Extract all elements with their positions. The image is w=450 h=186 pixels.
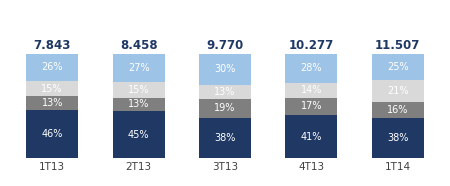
Bar	[26, 110, 78, 158]
Bar	[372, 118, 424, 158]
Text: 14%: 14%	[301, 85, 322, 95]
Text: 45%: 45%	[128, 130, 149, 140]
Text: 30%: 30%	[214, 64, 236, 74]
Text: 17%: 17%	[301, 101, 322, 111]
Text: 16%: 16%	[387, 105, 409, 115]
Bar	[112, 54, 165, 82]
Bar	[372, 54, 424, 80]
Text: 13%: 13%	[128, 99, 149, 109]
Text: 13%: 13%	[214, 87, 236, 97]
Bar	[285, 54, 338, 83]
Text: 46%: 46%	[41, 129, 63, 139]
Text: 26%: 26%	[41, 62, 63, 72]
Bar	[199, 118, 251, 158]
Bar	[372, 102, 424, 118]
Text: 9.770: 9.770	[207, 39, 243, 52]
Bar	[372, 80, 424, 102]
Text: 41%: 41%	[301, 132, 322, 142]
Bar	[26, 81, 78, 97]
Text: 38%: 38%	[214, 133, 236, 143]
Text: 11.507: 11.507	[375, 39, 420, 52]
Text: 13%: 13%	[41, 98, 63, 108]
Text: 38%: 38%	[387, 133, 409, 143]
Text: 10.277: 10.277	[289, 39, 334, 52]
Bar	[285, 115, 338, 158]
Bar	[199, 85, 251, 99]
Bar	[112, 111, 165, 158]
Text: 15%: 15%	[128, 85, 149, 95]
Text: 19%: 19%	[214, 103, 236, 113]
Text: 25%: 25%	[387, 62, 409, 72]
Bar	[26, 54, 78, 81]
Bar	[285, 83, 338, 97]
Bar	[199, 54, 251, 85]
Bar	[26, 97, 78, 110]
Bar	[112, 97, 165, 111]
Bar	[199, 99, 251, 118]
Text: 21%: 21%	[387, 86, 409, 96]
Bar	[112, 82, 165, 97]
Text: 8.458: 8.458	[120, 39, 158, 52]
Text: 27%: 27%	[128, 63, 149, 73]
Text: 15%: 15%	[41, 84, 63, 94]
Text: 7.843: 7.843	[33, 39, 71, 52]
Bar	[285, 97, 338, 115]
Text: 28%: 28%	[301, 63, 322, 73]
